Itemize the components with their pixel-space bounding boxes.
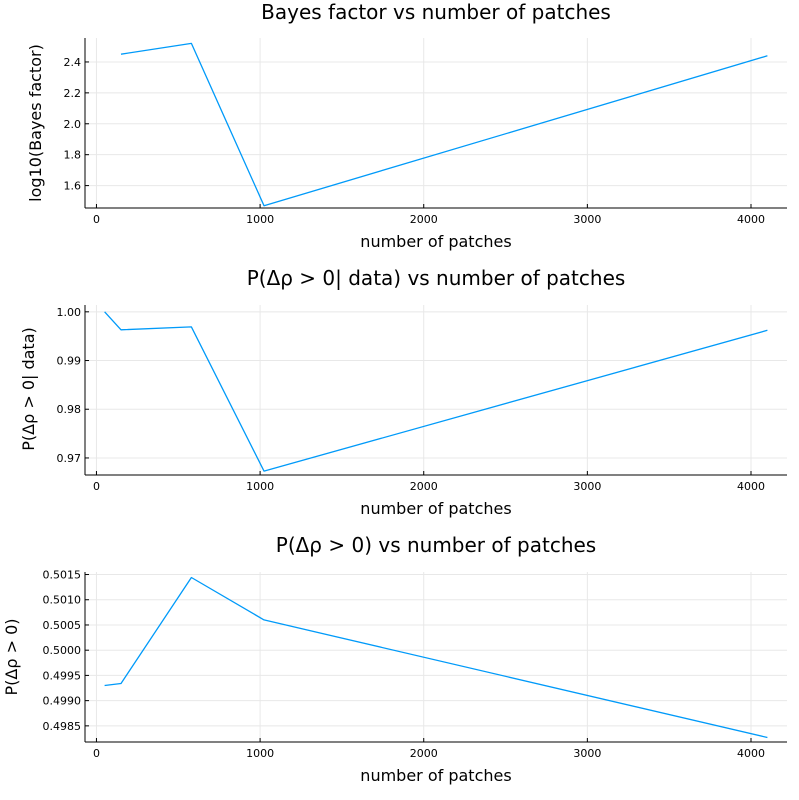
x-tick-label: 3000 (573, 480, 601, 493)
x-tick-label: 1000 (246, 747, 274, 760)
x-tick-label: 4000 (737, 747, 765, 760)
x-tick-label: 2000 (410, 480, 438, 493)
y-tick-label: 0.4995 (43, 669, 82, 682)
chart-title: Bayes factor vs number of patches (261, 0, 611, 24)
series-line (104, 576, 768, 739)
plot-bayes-factor: Bayes factor vs number of patches 0 1000 2… (26, 0, 787, 251)
x-tick-label: 1000 (246, 213, 274, 226)
x-tick-label: 0 (93, 747, 100, 760)
chart-title: P(Δρ > 0) vs number of patches (276, 533, 596, 557)
y-tick-label: 2.4 (64, 56, 82, 69)
y-tick-label: 1.8 (64, 149, 82, 162)
x-tick-label: 1000 (246, 480, 274, 493)
y-tick-label: 0.5010 (43, 594, 82, 607)
y-tick-label: 2.0 (64, 118, 82, 131)
x-tick-label: 4000 (737, 213, 765, 226)
y-tick-label: 0.97 (57, 452, 82, 465)
y-tick-label: 0.5005 (43, 619, 82, 632)
x-axis-label: number of patches (360, 232, 511, 251)
y-axis-label: P(Δρ > 0| data) (19, 327, 38, 451)
y-tick-label: 0.5000 (43, 644, 82, 657)
y-tick-label: 0.4985 (43, 720, 82, 733)
x-tick-label: 2000 (410, 213, 438, 226)
y-axis-label: P(Δρ > 0) (2, 619, 21, 696)
x-tick-label: 4000 (737, 480, 765, 493)
y-tick-label: 0.98 (57, 403, 82, 416)
series-line (104, 311, 768, 472)
x-tick-label: 0 (93, 213, 100, 226)
y-tick-label: 0.99 (57, 355, 82, 368)
plot-prior-probability: P(Δρ > 0) vs number of patches 0 1000 2000… (2, 533, 787, 785)
chart-title: P(Δρ > 0| data) vs number of patches (247, 266, 626, 290)
plot-posterior-given-data: P(Δρ > 0| data) vs number of patches 0 10… (19, 266, 787, 518)
y-tick-label: 0.4990 (43, 695, 82, 708)
x-tick-label: 2000 (410, 747, 438, 760)
series-line (120, 42, 768, 207)
x-tick-label: 3000 (573, 213, 601, 226)
x-tick-label: 0 (93, 480, 100, 493)
y-tick-label: 1.00 (57, 306, 82, 319)
y-tick-label: 0.5015 (43, 569, 82, 582)
y-axis-label: log10(Bayes factor) (26, 44, 45, 202)
y-tick-label: 2.2 (64, 87, 82, 100)
x-tick-label: 3000 (573, 747, 601, 760)
x-axis-label: number of patches (360, 499, 511, 518)
y-tick-label: 1.6 (64, 180, 82, 193)
x-axis-label: number of patches (360, 766, 511, 785)
